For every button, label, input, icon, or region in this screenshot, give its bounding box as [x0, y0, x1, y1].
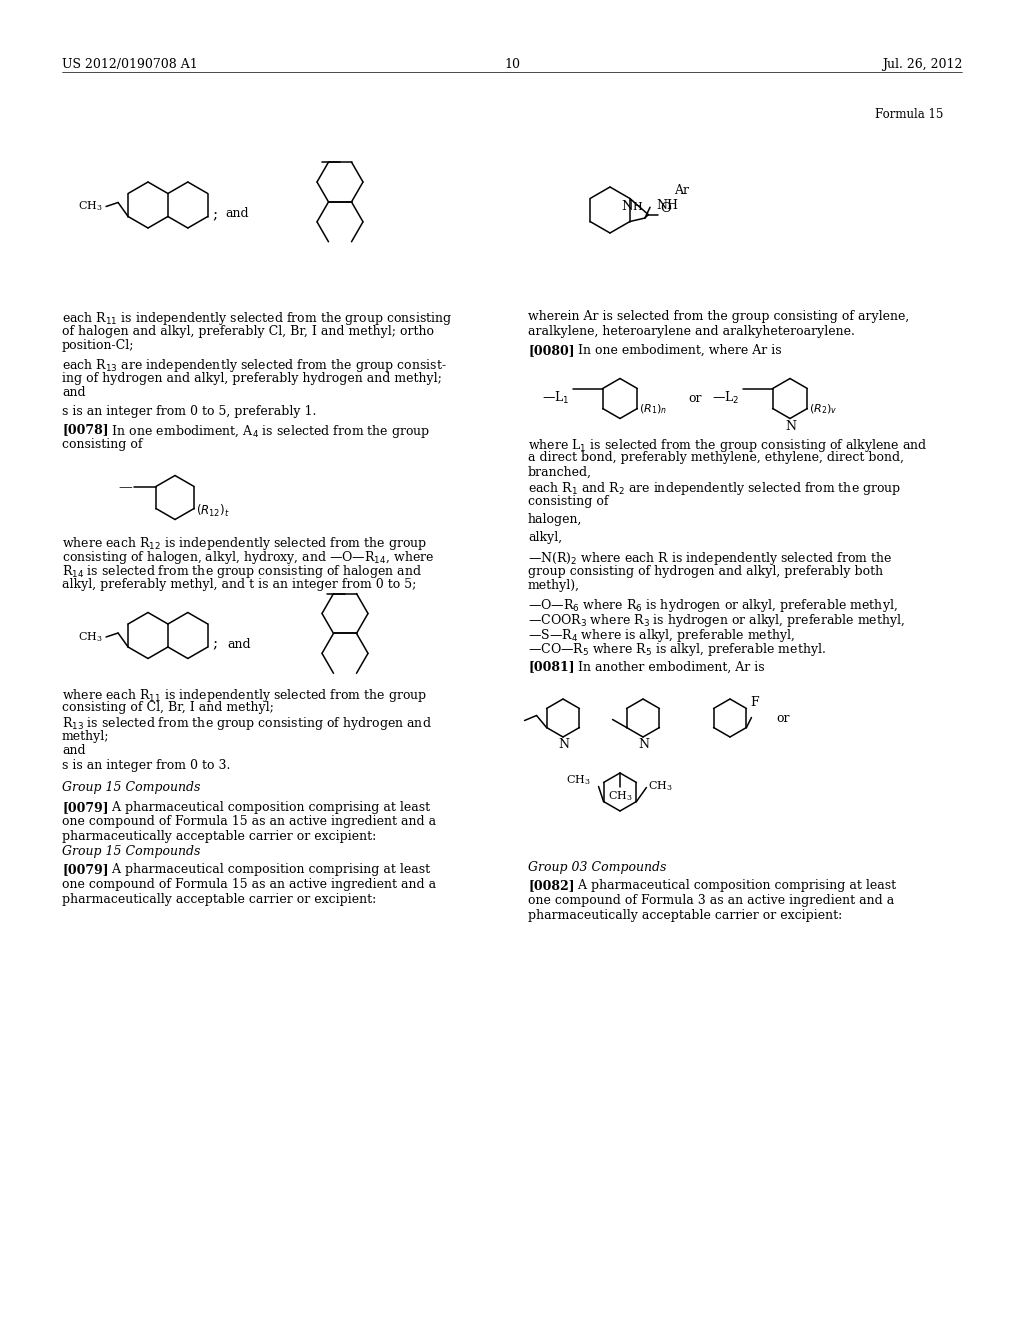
- Text: pharmaceutically acceptable carrier or excipient:: pharmaceutically acceptable carrier or e…: [528, 908, 843, 921]
- Text: aralkylene, heteroarylene and aralkyheteroarylene.: aralkylene, heteroarylene and aralkyhete…: [528, 325, 855, 338]
- Text: —L$_2$: —L$_2$: [712, 389, 739, 405]
- Text: where each R$_{12}$ is independently selected from the group: where each R$_{12}$ is independently sel…: [62, 535, 427, 552]
- Text: $\mathregular{CH_3}$: $\mathregular{CH_3}$: [566, 774, 591, 787]
- Text: In another embodiment, Ar is: In another embodiment, Ar is: [570, 660, 765, 673]
- Text: O: O: [659, 202, 671, 215]
- Text: s is an integer from 0 to 3.: s is an integer from 0 to 3.: [62, 759, 230, 772]
- Text: alkyl,: alkyl,: [528, 532, 562, 544]
- Text: Group 15 Compounds: Group 15 Compounds: [62, 845, 201, 858]
- Text: or: or: [776, 711, 790, 725]
- Text: of halogen and alkyl, preferably Cl, Br, I and methyl; ortho: of halogen and alkyl, preferably Cl, Br,…: [62, 325, 434, 338]
- Text: —COOR$_3$ where R$_3$ is hydrogen or alkyl, preferable methyl,: —COOR$_3$ where R$_3$ is hydrogen or alk…: [528, 612, 905, 630]
- Text: halogen,: halogen,: [528, 513, 583, 525]
- Text: [0079]: [0079]: [62, 801, 109, 814]
- Text: —: —: [118, 480, 132, 495]
- Text: consisting of halogen, alkyl, hydroxy, and —O—R$_{14}$, where: consisting of halogen, alkyl, hydroxy, a…: [62, 549, 434, 566]
- Text: and: and: [62, 744, 86, 758]
- Text: Formula 15: Formula 15: [874, 108, 943, 121]
- Text: each R$_{13}$ are independently selected from the group consist-: each R$_{13}$ are independently selected…: [62, 358, 446, 375]
- Text: A pharmaceutical composition comprising at least: A pharmaceutical composition comprising …: [570, 879, 896, 892]
- Text: wherein Ar is selected from the group consisting of arylene,: wherein Ar is selected from the group co…: [528, 310, 909, 323]
- Text: and: and: [225, 207, 250, 220]
- Text: consisting of: consisting of: [528, 495, 608, 507]
- Text: Jul. 26, 2012: Jul. 26, 2012: [882, 58, 962, 71]
- Text: Group 15 Compounds: Group 15 Compounds: [62, 781, 201, 795]
- Text: —CO—R$_5$ where R$_5$ is alkyl, preferable methyl.: —CO—R$_5$ where R$_5$ is alkyl, preferab…: [528, 642, 826, 657]
- Text: $(R_2)_v$: $(R_2)_v$: [809, 401, 838, 416]
- Text: pharmaceutically acceptable carrier or excipient:: pharmaceutically acceptable carrier or e…: [62, 892, 376, 906]
- Text: —S—R$_4$ where is alkyl, preferable methyl,: —S—R$_4$ where is alkyl, preferable meth…: [528, 627, 795, 644]
- Text: US 2012/0190708 A1: US 2012/0190708 A1: [62, 58, 198, 71]
- Text: R$_{13}$ is selected from the group consisting of hydrogen and: R$_{13}$ is selected from the group cons…: [62, 715, 432, 733]
- Text: a direct bond, preferably methylene, ethylene, direct bond,: a direct bond, preferably methylene, eth…: [528, 451, 904, 465]
- Text: F: F: [751, 697, 759, 710]
- Text: [0082]: [0082]: [528, 879, 574, 892]
- Text: methyl),: methyl),: [528, 579, 580, 591]
- Text: consisting of Cl, Br, I and methyl;: consisting of Cl, Br, I and methyl;: [62, 701, 273, 714]
- Text: each R$_{11}$ is independently selected from the group consisting: each R$_{11}$ is independently selected …: [62, 310, 453, 327]
- Text: In one embodiment, where Ar is: In one embodiment, where Ar is: [570, 345, 781, 356]
- Text: $\mathregular{CH_3}$: $\mathregular{CH_3}$: [607, 789, 633, 803]
- Text: consisting of: consisting of: [62, 438, 142, 451]
- Text: ;: ;: [213, 209, 218, 222]
- Text: $(R_{12})_t$: $(R_{12})_t$: [196, 503, 229, 519]
- Text: A pharmaceutical composition comprising at least: A pharmaceutical composition comprising …: [104, 863, 430, 876]
- Text: one compound of Formula 15 as an active ingredient and a: one compound of Formula 15 as an active …: [62, 878, 436, 891]
- Text: ing of hydrogen and alkyl, preferably hydrogen and methyl;: ing of hydrogen and alkyl, preferably hy…: [62, 372, 442, 385]
- Text: where each R$_{11}$ is independently selected from the group: where each R$_{11}$ is independently sel…: [62, 686, 427, 704]
- Text: N: N: [558, 738, 569, 751]
- Text: N: N: [621, 201, 633, 214]
- Text: NH: NH: [656, 199, 678, 213]
- Text: $\mathregular{CH_3}$: $\mathregular{CH_3}$: [648, 780, 673, 793]
- Text: [0079]: [0079]: [62, 863, 109, 876]
- Text: s is an integer from 0 to 5, preferably 1.: s is an integer from 0 to 5, preferably …: [62, 405, 316, 418]
- Text: and: and: [227, 638, 251, 651]
- Text: N: N: [785, 421, 797, 433]
- Text: where L$_1$ is selected from the group consisting of alkylene and: where L$_1$ is selected from the group c…: [528, 437, 928, 454]
- Text: —L$_1$: —L$_1$: [542, 389, 569, 405]
- Text: —N(R)$_2$ where each R is independently selected from the: —N(R)$_2$ where each R is independently …: [528, 550, 893, 568]
- Text: branched,: branched,: [528, 466, 592, 479]
- Text: and: and: [62, 387, 86, 400]
- Text: or: or: [688, 392, 701, 405]
- Text: methyl;: methyl;: [62, 730, 110, 743]
- Text: $\mathregular{CH_3}$: $\mathregular{CH_3}$: [78, 630, 102, 644]
- Text: In one embodiment, A$_4$ is selected from the group: In one embodiment, A$_4$ is selected fro…: [104, 424, 430, 441]
- Text: one compound of Formula 3 as an active ingredient and a: one compound of Formula 3 as an active i…: [528, 894, 894, 907]
- Text: Group 03 Compounds: Group 03 Compounds: [528, 861, 667, 874]
- Text: R$_{14}$ is selected from the group consisting of halogen and: R$_{14}$ is selected from the group cons…: [62, 564, 422, 581]
- Text: each R$_1$ and R$_2$ are independently selected from the group: each R$_1$ and R$_2$ are independently s…: [528, 480, 901, 498]
- Text: [0081]: [0081]: [528, 660, 574, 673]
- Text: $(R_1)_n$: $(R_1)_n$: [639, 401, 668, 416]
- Text: Ar: Ar: [674, 185, 689, 197]
- Text: group consisting of hydrogen and alkyl, preferably both: group consisting of hydrogen and alkyl, …: [528, 565, 883, 578]
- Text: one compound of Formula 15 as an active ingredient and a: one compound of Formula 15 as an active …: [62, 816, 436, 829]
- Text: A pharmaceutical composition comprising at least: A pharmaceutical composition comprising …: [104, 801, 430, 814]
- Text: alkyl, preferably methyl, and t is an integer from 0 to 5;: alkyl, preferably methyl, and t is an in…: [62, 578, 417, 591]
- Text: position-Cl;: position-Cl;: [62, 339, 134, 352]
- Text: [0078]: [0078]: [62, 424, 109, 437]
- Text: H: H: [632, 202, 642, 213]
- Text: [0080]: [0080]: [528, 345, 574, 356]
- Text: N: N: [639, 738, 649, 751]
- Text: pharmaceutically acceptable carrier or excipient:: pharmaceutically acceptable carrier or e…: [62, 830, 376, 843]
- Text: 10: 10: [504, 58, 520, 71]
- Text: $\mathregular{CH_3}$: $\mathregular{CH_3}$: [78, 199, 102, 214]
- Text: —O—R$_6$ where R$_6$ is hydrogen or alkyl, preferable methyl,: —O—R$_6$ where R$_6$ is hydrogen or alky…: [528, 598, 898, 615]
- Text: ;: ;: [213, 638, 218, 652]
